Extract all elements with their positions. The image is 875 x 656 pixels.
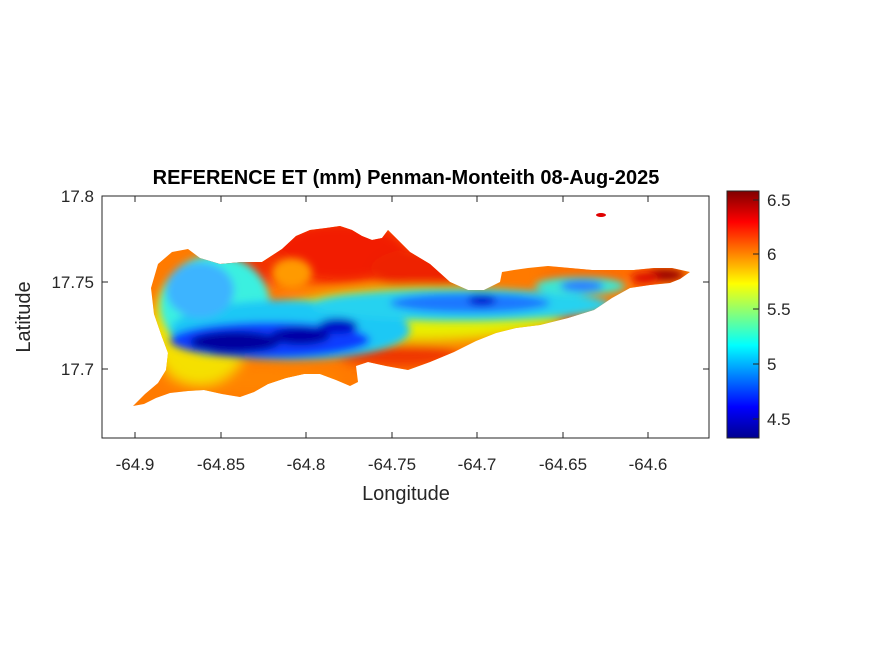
colorbar-gradient	[726, 190, 760, 439]
colorbar-tick-label: 6	[767, 245, 776, 264]
y-axis: 17.8 17.75 17.7	[51, 187, 709, 379]
x-tick-label: -64.9	[116, 455, 155, 474]
zone-hill-orange	[272, 258, 312, 288]
zone-east-blue	[560, 280, 604, 292]
y-tick: 17.7	[61, 360, 709, 379]
x-tick: -64.65	[539, 196, 587, 474]
zone-west-lightblue	[166, 262, 234, 318]
x-axis-label: Longitude	[362, 483, 450, 505]
x-tick-label: -64.8	[287, 455, 326, 474]
offshore-islet	[596, 213, 606, 217]
x-tick-label: -64.75	[368, 455, 416, 474]
y-tick: 17.8	[61, 187, 709, 206]
colorbar-tick-label: 5	[767, 355, 776, 374]
colorbar-tick-label: 6.5	[767, 191, 791, 210]
colorbar-tick-label: 5.5	[767, 300, 791, 319]
colorbar-tick: 5.5	[753, 300, 791, 319]
zone-spine-navy	[468, 294, 496, 306]
colorbar-tick: 4.5	[753, 410, 791, 429]
colorbar-tick-label: 4.5	[767, 410, 791, 429]
x-tick-label: -64.85	[197, 455, 245, 474]
chart-title: REFERENCE ET (mm) Penman-Monteith 08-Aug…	[153, 167, 660, 189]
y-tick: 17.75	[51, 273, 709, 292]
zone-valley-navy	[190, 331, 280, 353]
colorbar: 6.5 6 5.5 5 4.5	[726, 190, 791, 439]
y-tick-label: 17.7	[61, 360, 94, 379]
colorbar-tick: 5	[753, 355, 776, 374]
colorbar-tick: 6.5	[753, 191, 791, 210]
x-tick-label: -64.65	[539, 455, 587, 474]
x-tick: -64.9	[116, 196, 155, 474]
x-axis: -64.9 -64.85 -64.8 -64.75 -64.7 -64.65	[116, 196, 668, 474]
y-tick-label: 17.75	[51, 273, 94, 292]
y-tick-label: 17.8	[61, 187, 94, 206]
y-axis-label: Latitude	[13, 281, 35, 352]
x-tick-label: -64.7	[458, 455, 497, 474]
colorbar-tick: 6	[753, 245, 776, 264]
x-tick: -64.6	[629, 196, 668, 474]
zone-east-tip-red	[631, 272, 659, 284]
x-tick: -64.85	[197, 196, 245, 474]
x-tick: -64.7	[458, 196, 497, 474]
x-tick: -64.8	[287, 196, 326, 474]
zone-valley-navy-3	[318, 318, 358, 334]
x-tick: -64.75	[368, 196, 416, 474]
zone-valley-navy-2	[270, 327, 330, 345]
x-tick-label: -64.6	[629, 455, 668, 474]
